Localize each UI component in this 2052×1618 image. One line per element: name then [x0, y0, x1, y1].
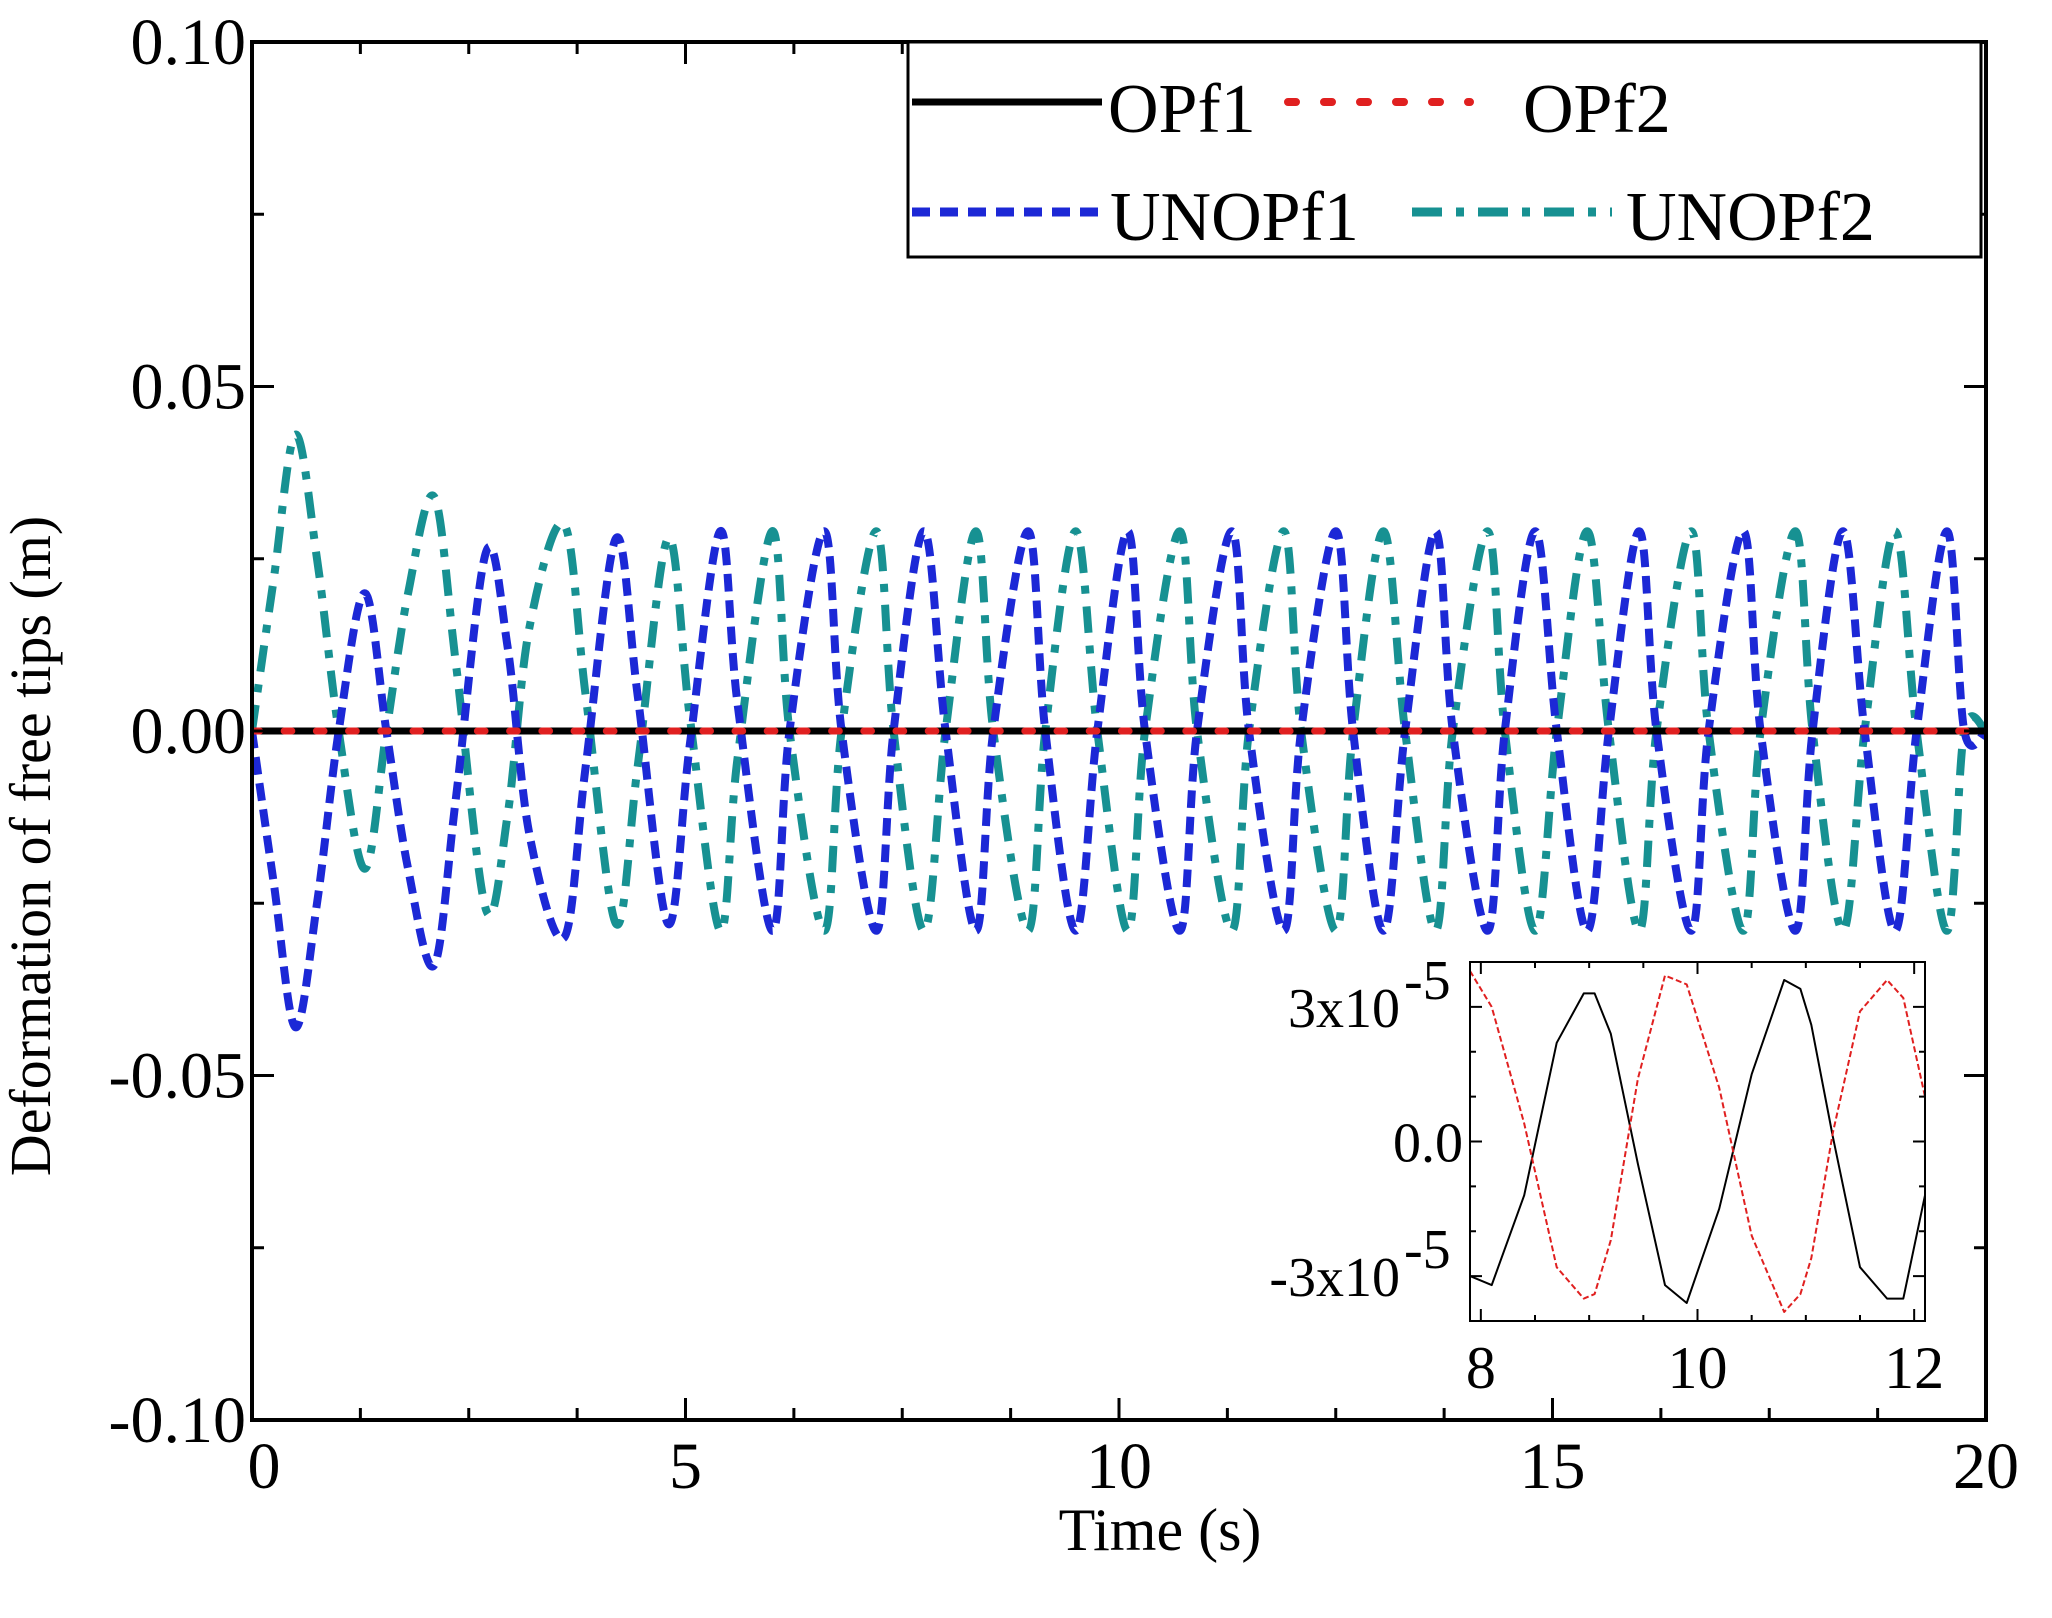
main-tick-labels: 0 5 10 15 20 0.10 0.05 0.00 -0.05 -0.10 — [109, 6, 2019, 1503]
x-tick-label: 0 — [248, 1430, 281, 1503]
inset-series-line-opf1 — [1470, 979, 1925, 1304]
main-plot: 0 5 10 15 200.100.050.00-0.05-0.10 Time (s) … — [0, 6, 2019, 1563]
y-tick-label: 0.05 — [131, 351, 247, 424]
y-axis-label: Deformation of free tips (m) — [0, 516, 63, 1176]
y-tick-label: 0.10 — [131, 6, 247, 79]
series-line-unopf1 — [252, 527, 1986, 1032]
inset-x-tick-label: 12 — [1884, 1335, 1944, 1401]
y-tick-label: -0.05 — [109, 1040, 246, 1113]
legend-label-opf1: OPf1 — [1108, 71, 1256, 148]
x-tick-label: 20 — [1953, 1430, 2019, 1503]
inset-x-tick-label: 8 — [1466, 1335, 1496, 1401]
y-tick-label: -0.10 — [109, 1384, 246, 1457]
inset-series-line-opf2 — [1470, 970, 1925, 1313]
y-tick-label: 0.00 — [131, 695, 247, 768]
x-tick-label: 15 — [1520, 1430, 1586, 1503]
legend-label-opf2: OPf2 — [1523, 71, 1671, 148]
inset-x-tick-label: 10 — [1668, 1335, 1728, 1401]
inset-background — [1470, 962, 1925, 1321]
legend-label-unopf1: UNOPf1 — [1110, 179, 1359, 256]
inset-y-tick-label: -3x10 — [1269, 1247, 1400, 1309]
legend-label-unopf2: UNOPf2 — [1626, 179, 1875, 256]
inset-y-tick-exponent: -5 — [1404, 950, 1451, 1012]
legend: OPf1 OPf2 UNOPf1 UNOPf2 — [906, 40, 1983, 259]
x-axis-label: Time (s) — [1059, 1497, 1262, 1563]
series-line-unopf2 — [252, 430, 1986, 935]
inset-y-tick-label: 0.0 — [1393, 1113, 1463, 1175]
inset-y-tick-label: 3x10 — [1288, 978, 1400, 1040]
x-tick-label: 5 — [669, 1430, 702, 1503]
inset-series-group — [1470, 970, 1925, 1313]
inset-plot-frame — [1469, 961, 1926, 1322]
x-tick-label: 10 — [1086, 1430, 1152, 1503]
legend-box — [906, 40, 1983, 259]
inset-y-tick-exponent: -5 — [1404, 1219, 1451, 1281]
main-series-group — [252, 430, 1986, 1032]
